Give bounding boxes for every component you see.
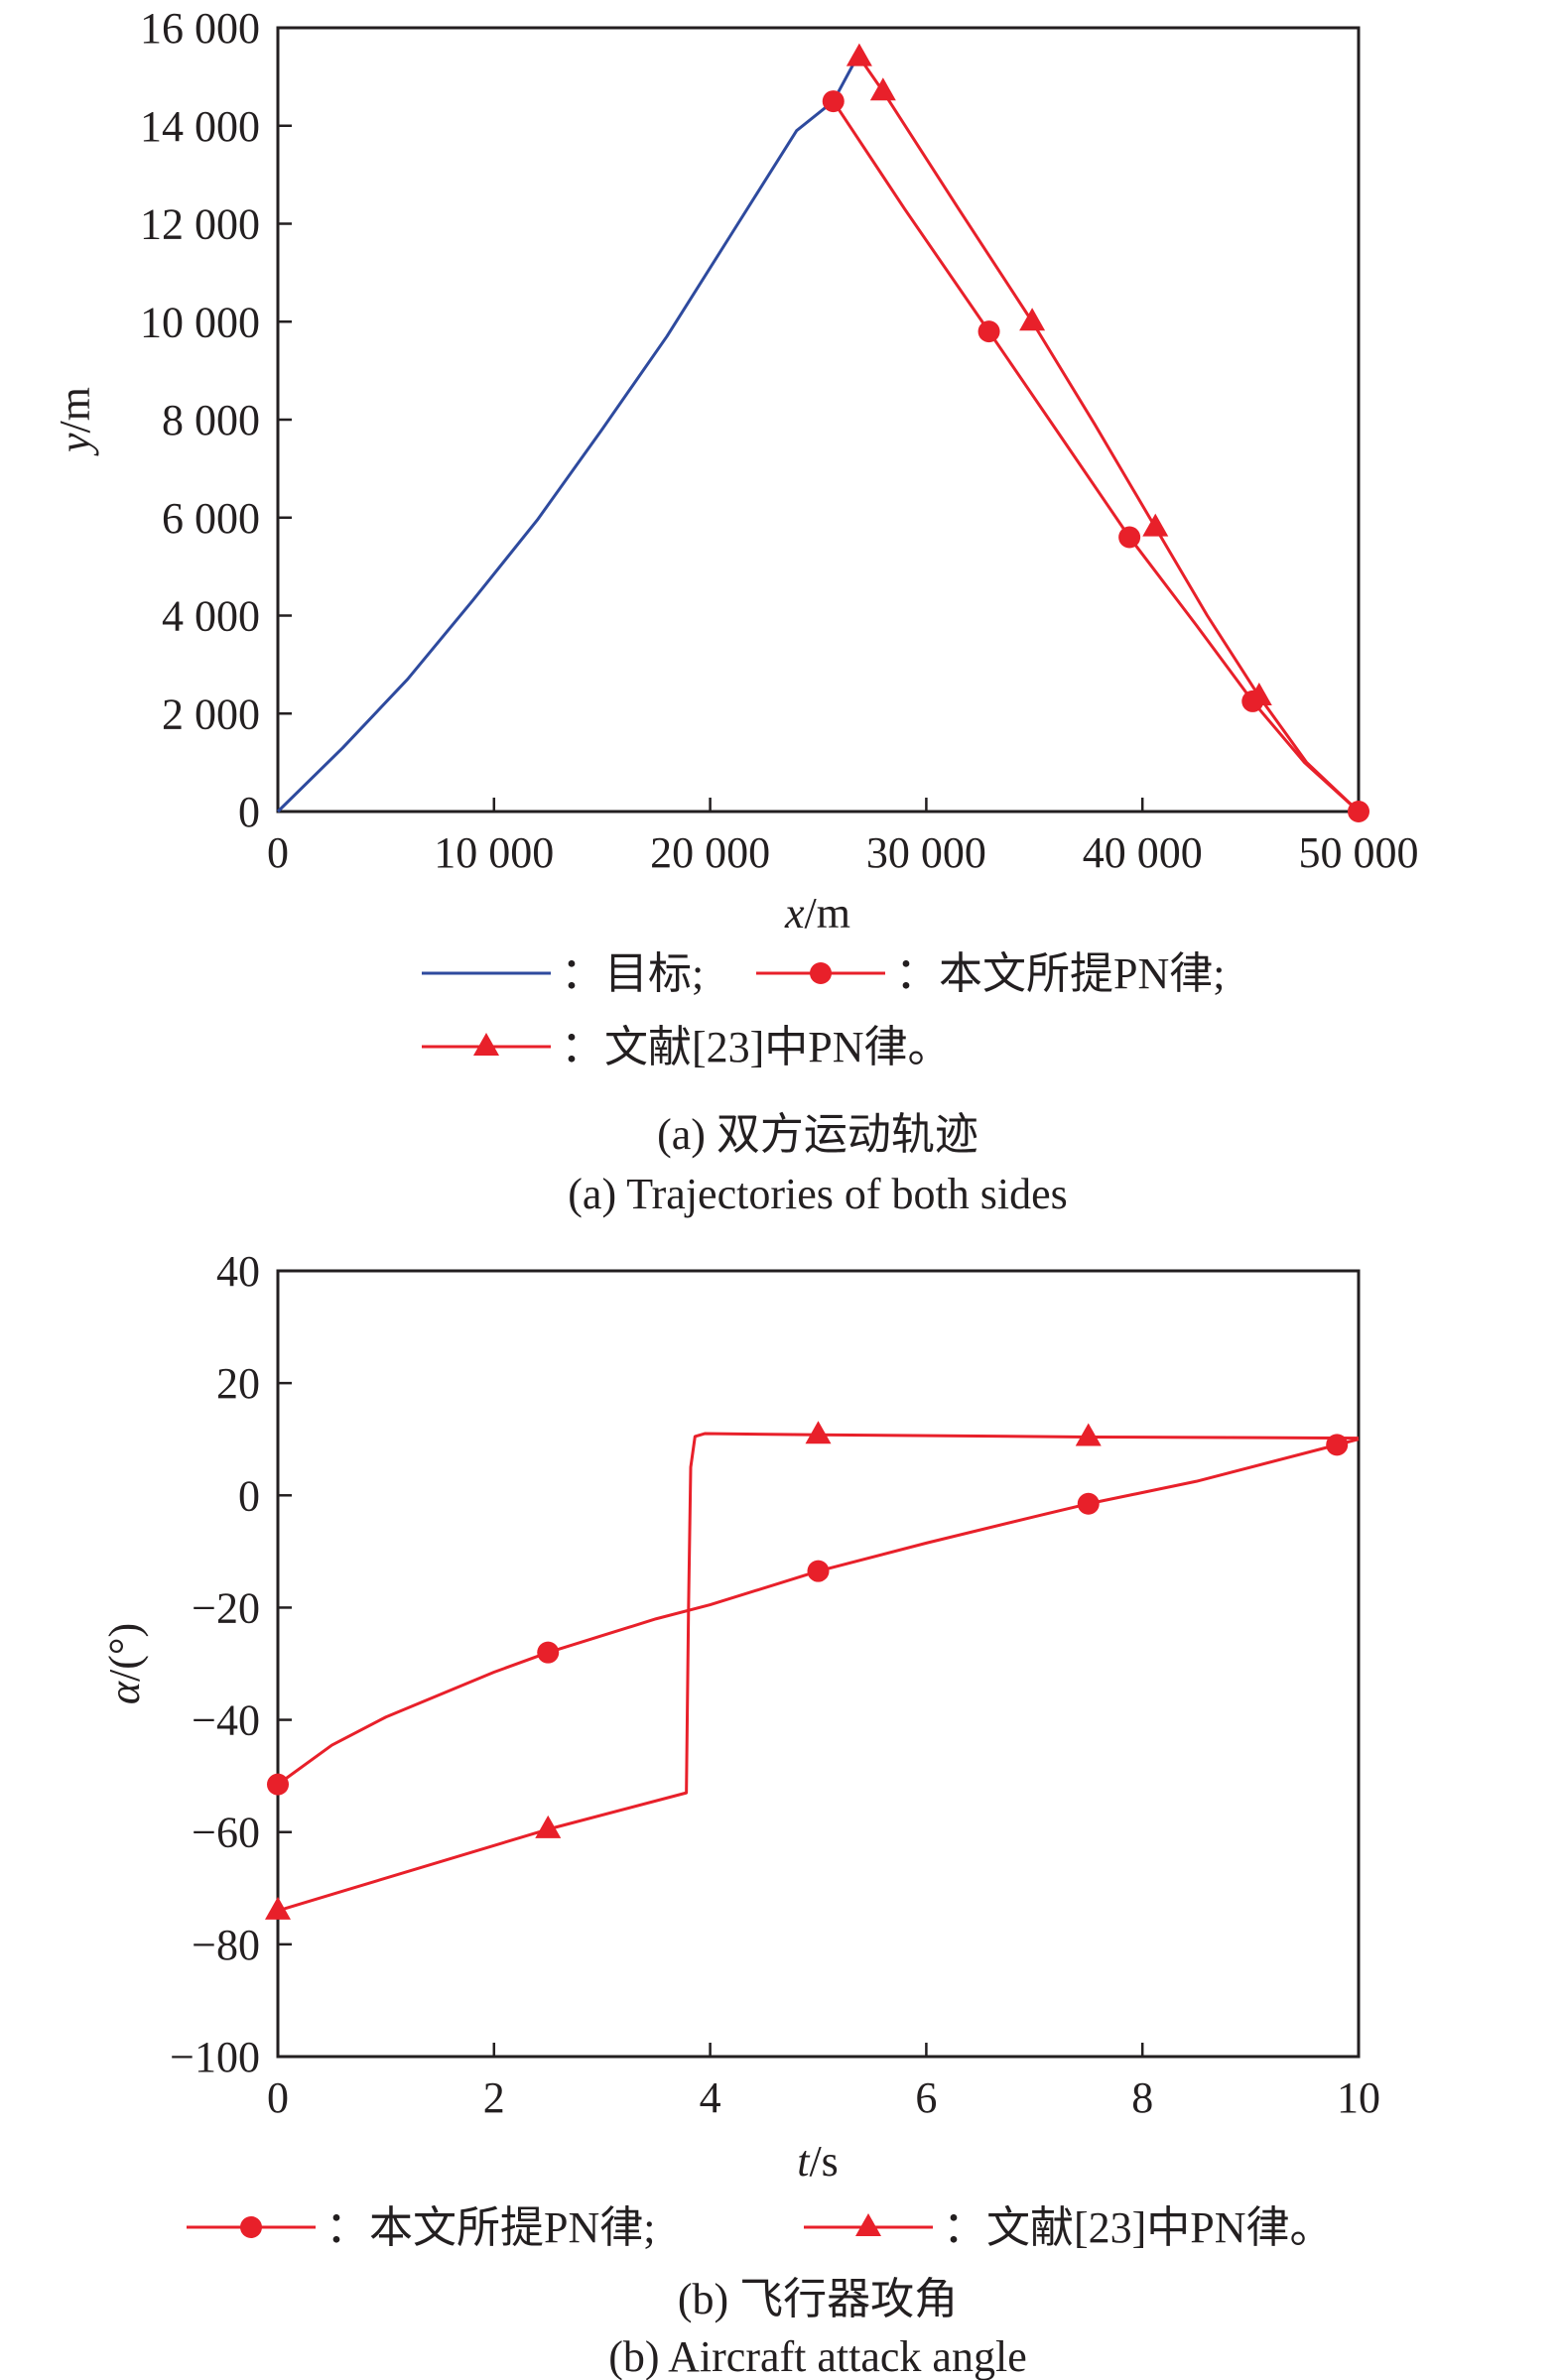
chart-a-xtick-label: 20 000 xyxy=(650,828,770,877)
chart-a-series-line-2 xyxy=(857,56,1361,814)
chart-b-series-0-point xyxy=(807,1560,830,1582)
chart-a-plot-frame xyxy=(276,26,1361,814)
chart-a-legend-marker-1 xyxy=(810,962,832,984)
chart-b-series-0-point xyxy=(267,1773,289,1796)
chart-b-ytick-label: 0 xyxy=(238,1471,260,1520)
chart-b-ytick-label: −100 xyxy=(170,2033,260,2081)
chart-a-xlabel: x/m xyxy=(784,889,850,938)
chart-b-xtick-label: 10 xyxy=(1337,2073,1380,2122)
chart-b-series-1-point xyxy=(1075,1423,1102,1446)
chart-b-series-1-point xyxy=(535,1815,562,1838)
chart-b-plot-frame xyxy=(276,1269,1361,2059)
chart-a-xtick-label: 40 000 xyxy=(1083,828,1203,877)
chart-b-legend-marker-0 xyxy=(240,2216,262,2238)
chart-b-series-1-point xyxy=(265,1896,291,1920)
chart-b-ytick-label: 40 xyxy=(216,1247,260,1296)
chart-b-legend-label-1: ：文献[23]中PN律。 xyxy=(943,2203,1334,2252)
chart-b-series-1-point xyxy=(805,1421,832,1444)
chart-b-ytick-label: −20 xyxy=(192,1583,260,1632)
chart-a-ylabel: y/m xyxy=(51,387,99,456)
chart-b-caption-cn: (b) 飞行器攻角 xyxy=(678,2275,958,2323)
chart-a-series-1-point xyxy=(977,320,1000,343)
chart-a-series-2-point xyxy=(846,43,872,66)
chart-b-xtick-label: 8 xyxy=(1131,2073,1153,2122)
chart-a-ytick-label: 12 000 xyxy=(140,200,260,249)
chart-b-series-line-1 xyxy=(277,1432,1360,1913)
chart-a-series-2-point xyxy=(1142,513,1169,537)
chart-attack-angle: α/(°) t/s (b) 飞行器攻角 (b) Aircraft attack … xyxy=(100,1247,1380,2380)
chart-b-ytick-label: −60 xyxy=(192,1809,260,1857)
chart-b-xtick-label: 6 xyxy=(915,2073,937,2122)
chart-b-caption-en: (b) Aircraft attack angle xyxy=(608,2332,1026,2380)
chart-a-ytick-label: 0 xyxy=(238,788,260,836)
chart-a-ytick-label: 2 000 xyxy=(162,689,260,738)
chart-b-ylabel: α/(°) xyxy=(100,1623,149,1704)
chart-a-ytick-label: 10 000 xyxy=(140,298,260,346)
chart-a-legend-marker-2 xyxy=(473,1033,499,1056)
chart-a-xtick-label: 30 000 xyxy=(866,828,986,877)
chart-a-series-line-1 xyxy=(832,100,1361,814)
chart-b-ytick-label: 20 xyxy=(216,1359,260,1408)
chart-b-xtick-label: 2 xyxy=(483,2073,505,2122)
chart-a-series-2-point xyxy=(869,77,896,101)
chart-a-ytick-label: 14 000 xyxy=(140,102,260,151)
chart-a-legend-label-0: ：目标; xyxy=(561,949,704,998)
chart-a-series-2-point xyxy=(1019,308,1046,331)
chart-a-series-line-0 xyxy=(276,56,859,814)
chart-b-ytick-label: −40 xyxy=(192,1696,260,1745)
chart-b-legend-label-0: ：本文所提PN律; xyxy=(326,2203,655,2252)
chart-b-xtick-label: 0 xyxy=(267,2073,289,2122)
chart-b-series-0-point xyxy=(1077,1492,1100,1515)
chart-b-xlabel: t/s xyxy=(797,2137,839,2186)
chart-a-xtick-label: 10 000 xyxy=(434,828,554,877)
chart-a-ytick-label: 8 000 xyxy=(162,396,260,444)
chart-a-ytick-label: 6 000 xyxy=(162,494,260,543)
chart-a-caption-cn: (a) 双方运动轨迹 xyxy=(657,1110,978,1159)
chart-a-legend-label-2: ：文献[23]中PN律。 xyxy=(561,1023,952,1071)
chart-b-series-0-point xyxy=(537,1641,560,1664)
chart-a-ytick-label: 4 000 xyxy=(162,592,260,641)
chart-b-series-line-0 xyxy=(277,1438,1360,1786)
chart-a-xtick-label: 50 000 xyxy=(1299,828,1419,877)
chart-a-series-2-point xyxy=(1245,682,1272,705)
chart-a-ytick-label: 16 000 xyxy=(140,4,260,53)
chart-a-series-1-point xyxy=(822,90,845,113)
chart-a-series-1-point xyxy=(1118,526,1141,549)
chart-a-xtick-label: 0 xyxy=(267,828,289,877)
chart-b-ytick-label: −80 xyxy=(192,1921,260,1969)
chart-b-legend-marker-1 xyxy=(855,2213,881,2236)
chart-b-xtick-label: 4 xyxy=(700,2073,721,2122)
chart-a-caption-en: (a) Trajectories of both sides xyxy=(568,1170,1067,1218)
chart-a-legend-label-1: ：本文所提PN律; xyxy=(895,949,1225,998)
chart-trajectories: y/m x/m (a) 双方运动轨迹 (a) Trajectories of b… xyxy=(51,4,1419,1218)
